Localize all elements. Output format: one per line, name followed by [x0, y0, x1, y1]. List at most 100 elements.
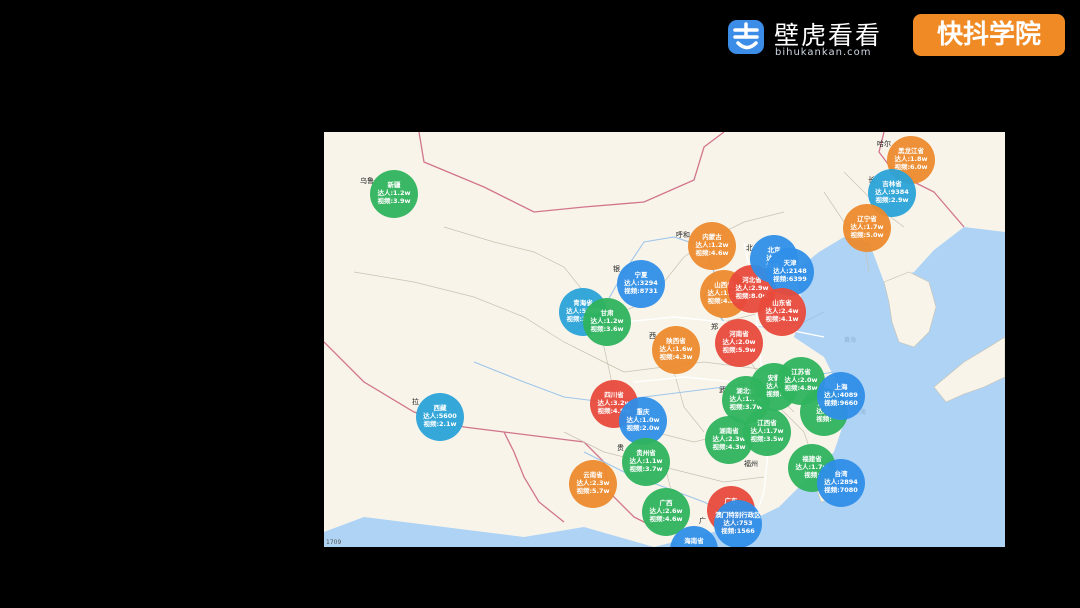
province-bubble-l3-shandong: 视频:4.1w — [765, 314, 798, 323]
province-bubble-name-guangxi: 广西 — [660, 498, 674, 507]
province-bubble-circle-tianjin[interactable] — [766, 248, 814, 296]
province-bubble-name-hainan: 海南省 — [684, 536, 704, 545]
province-bubble-l3-hubei: 视频:3.7w — [729, 402, 762, 411]
province-bubble-name-jilin: 吉林省 — [882, 179, 902, 188]
province-bubble-circle-jiangxi[interactable] — [743, 408, 791, 456]
place-label-zhengzhou: 郑 — [711, 323, 718, 331]
province-bubble-l2-shanxi: 达人:1.6w — [707, 288, 740, 297]
province-bubble-circle-xinjiang[interactable] — [370, 170, 418, 218]
province-bubble-circle-gansu[interactable] — [583, 298, 631, 346]
province-bubble-l3-liaoning: 视频:5.0w — [850, 230, 883, 239]
province-bubble-name-yunnan: 云南省 — [583, 470, 603, 479]
bohai-sea — [814, 237, 884, 297]
province-bubble-circle-hainan[interactable] — [670, 526, 718, 547]
bihu-brand-name: 壁虎看看 — [774, 21, 883, 50]
province-bubble-l2-jiangxi: 达人:1.7w — [750, 426, 783, 435]
province-bubble-l2-fujian: 达人:1.7w — [795, 462, 828, 471]
province-bubble-l2-qinghai: 达人:5708 — [566, 306, 600, 315]
province-bubble-l2-jiangsu: 达人:2.0w — [784, 375, 817, 384]
province-bubble-l2-yunnan: 达人:2.3w — [576, 478, 609, 487]
province-bubble-l2-shaanxi: 达人:1.6w — [659, 344, 692, 353]
bihu-logo-icon — [728, 20, 764, 54]
place-label-harbin: 哈尔 — [877, 139, 891, 148]
province-bubble-circle-jilin[interactable] — [868, 169, 916, 217]
province-bubble-l2-tianjin: 达人:2148 — [773, 266, 807, 275]
province-bubble-name-guizhou: 贵州省 — [636, 448, 656, 457]
province-bubble-circle-shaanxi[interactable] — [652, 326, 700, 374]
province-bubble-circle-macau[interactable] — [714, 500, 762, 547]
place-label-hohhot: 呼和 — [676, 230, 690, 239]
province-bubble-name-shanxi: 山西省 — [714, 280, 734, 289]
province-bubble-l2-hubei: 达人:1.7w — [729, 394, 762, 403]
province-bubble-circle-henan[interactable] — [715, 319, 763, 367]
province-bubble-circle-shandong[interactable] — [758, 288, 806, 336]
kuaidou-brand-label: 快抖学院 — [936, 20, 1041, 50]
province-bubble-name-heilongjiang: 黑龙江省 — [898, 146, 925, 155]
province-bubble-circle-guangxi[interactable] — [642, 488, 690, 536]
province-bubble-l2-shanghai: 达人:4089 — [824, 390, 858, 399]
province-bubble-l3-gansu: 视频:3.6w — [590, 324, 623, 333]
province-bubble-circle-xizang[interactable] — [416, 393, 464, 441]
province-bubble-circle-chongqing[interactable] — [619, 397, 667, 445]
province-bubble-circle-neimenggu[interactable] — [688, 222, 736, 270]
province-bubble-l2-guizhou: 达人:1.1w — [629, 456, 662, 465]
province-bubble-l2-anhui: 达人: — [766, 381, 782, 390]
south-sea — [324, 517, 654, 547]
province-bubble-l3-hunan: 视频:4.3w — [712, 442, 745, 451]
sea-label-huanghai: 黄海 — [844, 336, 856, 344]
province-bubble-circle-ningxia[interactable] — [617, 260, 665, 308]
province-bubble-l3-yunnan: 视频:5.7w — [576, 486, 609, 495]
province-bubble-hainan[interactable]: 海南省 — [670, 526, 718, 547]
province-bubble-circle-yunnan[interactable] — [569, 460, 617, 508]
province-bubble-name-qinghai: 青海省 — [573, 298, 593, 307]
province-bubble-circle-hunan[interactable] — [705, 416, 753, 464]
province-bubble-circle-shanghai[interactable] — [817, 372, 865, 420]
province-bubble-circle-guizhou[interactable] — [622, 438, 670, 486]
province-bubble-circle-liaoning[interactable] — [843, 204, 891, 252]
province-bubble-l2-taiwan: 达人:2894 — [824, 477, 858, 486]
province-bubble-name-shandong: 山东省 — [772, 298, 792, 307]
province-bubble-name-shanghai: 上海 — [835, 382, 849, 391]
province-bubble-l3-heilongjiang: 视频:6.0w — [894, 162, 927, 171]
province-bubble-l2-xizang: 达人:5600 — [423, 411, 457, 420]
place-label-urumqi: 乌鲁 — [360, 176, 374, 185]
province-bubble-l2-guangxi: 达人:2.6w — [649, 506, 682, 515]
place-label-fuzhou: 福州 — [744, 459, 758, 468]
province-bubble-name-shaanxi: 陕西省 — [666, 336, 686, 345]
province-bubble-circle-taiwan[interactable] — [817, 459, 865, 507]
province-bubble-name-hebei: 河北省 — [742, 275, 762, 284]
province-bubble-l2-xinjiang: 达人:1.2w — [377, 188, 410, 197]
province-bubble-name-jiangxi: 江西省 — [757, 418, 777, 427]
province-bubble-l2-heilongjiang: 达人:1.8w — [894, 154, 927, 163]
province-bubble-l2-neimenggu: 达人:1.2w — [695, 240, 728, 249]
province-bubble-name-hubei: 湖北省 — [736, 386, 756, 395]
province-bubble-l3-xizang: 视频:2.1w — [423, 419, 456, 428]
province-bubble-l2-gansu: 达人:1.2w — [590, 316, 623, 325]
place-label-yinchuan: 银 — [613, 264, 620, 273]
province-bubble-name-gansu: 甘肃 — [601, 308, 615, 317]
